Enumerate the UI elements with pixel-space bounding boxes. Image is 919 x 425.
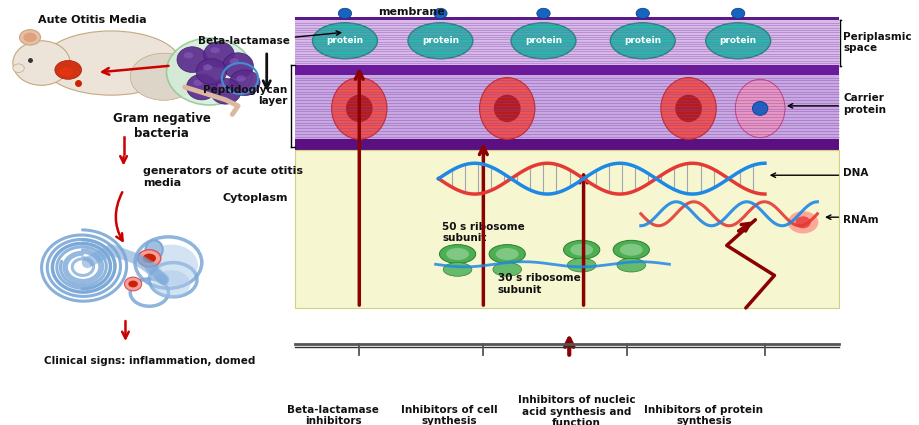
Ellipse shape	[42, 31, 180, 95]
Ellipse shape	[563, 240, 599, 259]
Text: 30 s ribosome
subunit: 30 s ribosome subunit	[497, 273, 580, 295]
Text: Inhibitors of protein
synthesis: Inhibitors of protein synthesis	[643, 405, 763, 425]
Ellipse shape	[489, 245, 525, 264]
Ellipse shape	[705, 23, 770, 59]
Ellipse shape	[55, 60, 82, 79]
Ellipse shape	[439, 245, 475, 264]
Ellipse shape	[635, 8, 649, 19]
Ellipse shape	[795, 216, 810, 228]
Text: Carrier
protein: Carrier protein	[842, 94, 885, 115]
Ellipse shape	[495, 248, 518, 260]
Ellipse shape	[612, 240, 649, 259]
Ellipse shape	[617, 258, 645, 272]
Ellipse shape	[609, 23, 675, 59]
Text: Beta-lactamase
inhibitors: Beta-lactamase inhibitors	[287, 405, 379, 425]
Ellipse shape	[193, 80, 202, 86]
Ellipse shape	[210, 47, 220, 53]
Ellipse shape	[142, 254, 156, 263]
Text: Beta-lactamase: Beta-lactamase	[198, 36, 289, 46]
Text: protein: protein	[422, 36, 459, 45]
FancyBboxPatch shape	[652, 393, 754, 425]
Ellipse shape	[210, 79, 241, 104]
Ellipse shape	[13, 41, 70, 85]
Bar	[295, 75, 838, 139]
Bar	[295, 139, 838, 150]
Bar	[295, 65, 838, 75]
Text: Peptidoglycan
layer: Peptidoglycan layer	[203, 85, 288, 106]
Text: Gram negative
bacteria: Gram negative bacteria	[113, 111, 210, 139]
Bar	[295, 150, 838, 308]
Ellipse shape	[128, 280, 138, 287]
FancyBboxPatch shape	[282, 393, 384, 425]
Ellipse shape	[752, 102, 767, 115]
Ellipse shape	[494, 95, 520, 122]
Ellipse shape	[479, 78, 534, 139]
Ellipse shape	[787, 211, 818, 233]
Ellipse shape	[567, 258, 596, 272]
Ellipse shape	[536, 8, 550, 19]
Ellipse shape	[138, 250, 161, 267]
Ellipse shape	[433, 8, 447, 19]
Text: protein: protein	[525, 36, 562, 45]
Ellipse shape	[176, 47, 208, 73]
Ellipse shape	[124, 277, 142, 291]
Text: membrane: membrane	[378, 7, 445, 17]
Ellipse shape	[346, 95, 372, 122]
Text: DNA: DNA	[842, 167, 868, 178]
Ellipse shape	[493, 263, 521, 276]
Ellipse shape	[446, 248, 469, 260]
Ellipse shape	[619, 244, 642, 256]
Ellipse shape	[13, 64, 24, 73]
Ellipse shape	[217, 84, 226, 90]
Ellipse shape	[407, 23, 472, 59]
Ellipse shape	[236, 76, 245, 82]
Ellipse shape	[202, 64, 212, 70]
Ellipse shape	[229, 70, 260, 96]
Text: generators of acute otitis
media: generators of acute otitis media	[142, 166, 302, 188]
Text: protein: protein	[326, 36, 363, 45]
Ellipse shape	[731, 8, 744, 19]
Text: Periplasmic
space: Periplasmic space	[842, 32, 911, 53]
Text: Aute Otitis Media: Aute Otitis Media	[38, 15, 146, 25]
Text: Clinical signs: inflammation, domed: Clinical signs: inflammation, domed	[44, 356, 255, 366]
Ellipse shape	[312, 23, 377, 59]
Ellipse shape	[184, 52, 193, 58]
Ellipse shape	[23, 33, 37, 42]
Ellipse shape	[187, 74, 217, 100]
Bar	[295, 17, 838, 20]
Ellipse shape	[675, 95, 701, 122]
Ellipse shape	[166, 38, 252, 105]
Ellipse shape	[196, 59, 226, 85]
Ellipse shape	[60, 67, 73, 76]
Ellipse shape	[130, 53, 197, 100]
Ellipse shape	[734, 79, 784, 138]
Text: protein: protein	[719, 36, 756, 45]
Ellipse shape	[222, 53, 253, 79]
Text: Inhibitors of nucleic
acid synthesis and
function: Inhibitors of nucleic acid synthesis and…	[517, 395, 635, 425]
Text: RNAm: RNAm	[842, 215, 878, 225]
Ellipse shape	[443, 263, 471, 276]
Ellipse shape	[660, 78, 716, 139]
FancyBboxPatch shape	[519, 385, 632, 425]
FancyBboxPatch shape	[401, 393, 496, 425]
Text: 50 s ribosome
subunit: 50 s ribosome subunit	[442, 222, 525, 244]
Ellipse shape	[510, 23, 575, 59]
Text: Cytoplasm: Cytoplasm	[222, 193, 288, 203]
Ellipse shape	[144, 245, 198, 286]
Ellipse shape	[203, 42, 234, 67]
Ellipse shape	[331, 78, 387, 139]
Bar	[295, 150, 838, 308]
Bar	[295, 20, 838, 65]
Ellipse shape	[145, 240, 163, 259]
Ellipse shape	[570, 244, 593, 256]
Ellipse shape	[229, 58, 239, 64]
Text: Inhibitors of cell
synthesis: Inhibitors of cell synthesis	[401, 405, 497, 425]
Ellipse shape	[338, 8, 351, 19]
Ellipse shape	[152, 270, 190, 298]
Ellipse shape	[19, 30, 40, 45]
Text: protein: protein	[623, 36, 661, 45]
